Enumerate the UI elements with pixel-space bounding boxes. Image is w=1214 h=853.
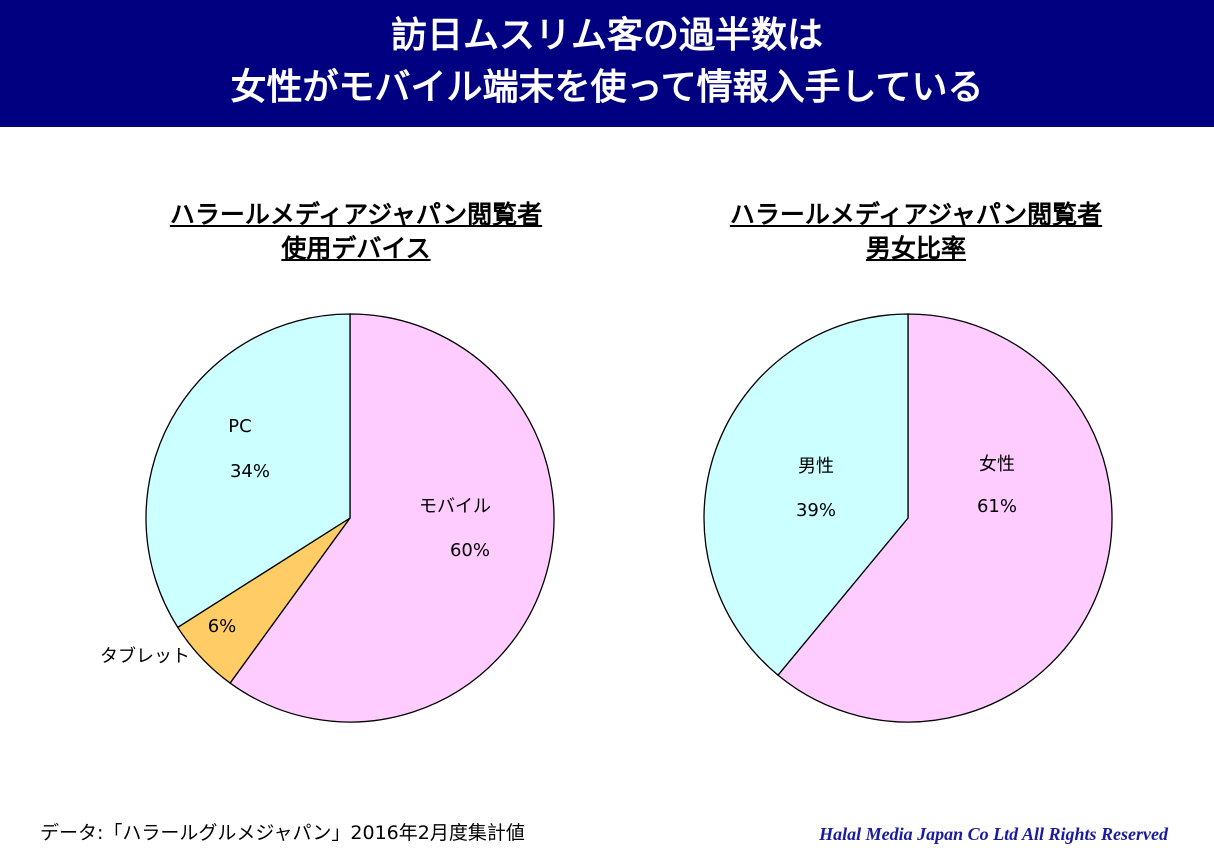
slice-label: 男性 <box>798 456 834 477</box>
chart-title-line-1: ハラールメディアジャパン閲覧者 <box>729 200 1103 229</box>
pie-slice <box>703 313 909 677</box>
slice-label: タブレット <box>100 645 190 667</box>
chart-title-devices: ハラールメディアジャパン閲覧者 使用デバイス <box>106 198 606 266</box>
chart-title-line-2: 使用デバイス <box>281 234 431 263</box>
slice-label: 女性 <box>979 454 1015 475</box>
pie-slice <box>229 313 555 723</box>
pie-slice <box>777 313 1113 723</box>
slice-label: PC <box>228 416 251 437</box>
chart-title-gender: ハラールメディアジャパン閲覧者 男女比率 <box>666 198 1166 266</box>
pie-slice <box>145 313 351 629</box>
slice-value-label: 60% <box>450 540 490 561</box>
slice-value-label: 6% <box>208 616 237 637</box>
chart-title-line-1: ハラールメディアジャパン閲覧者 <box>169 200 543 229</box>
slice-label: モバイル <box>419 496 491 517</box>
copyright: Halal Media Japan Co Ltd All Rights Rese… <box>819 824 1168 844</box>
header-line-1: 訪日ムスリム客の過半数は <box>390 15 823 56</box>
slice-value-label: 34% <box>230 461 270 482</box>
slice-value-label: 39% <box>796 500 836 521</box>
data-source: データ:「ハラールグルメジャパン」2016年2月度集計値 <box>40 822 525 844</box>
chart-title-line-2: 男女比率 <box>865 234 966 263</box>
header-line-2: 女性がモバイル端末を使って情報入手している <box>230 67 984 108</box>
slice-value-label: 61% <box>977 496 1017 517</box>
slide-header: 訪日ムスリム客の過半数は 女性がモバイル端末を使って情報入手している <box>0 0 1214 127</box>
